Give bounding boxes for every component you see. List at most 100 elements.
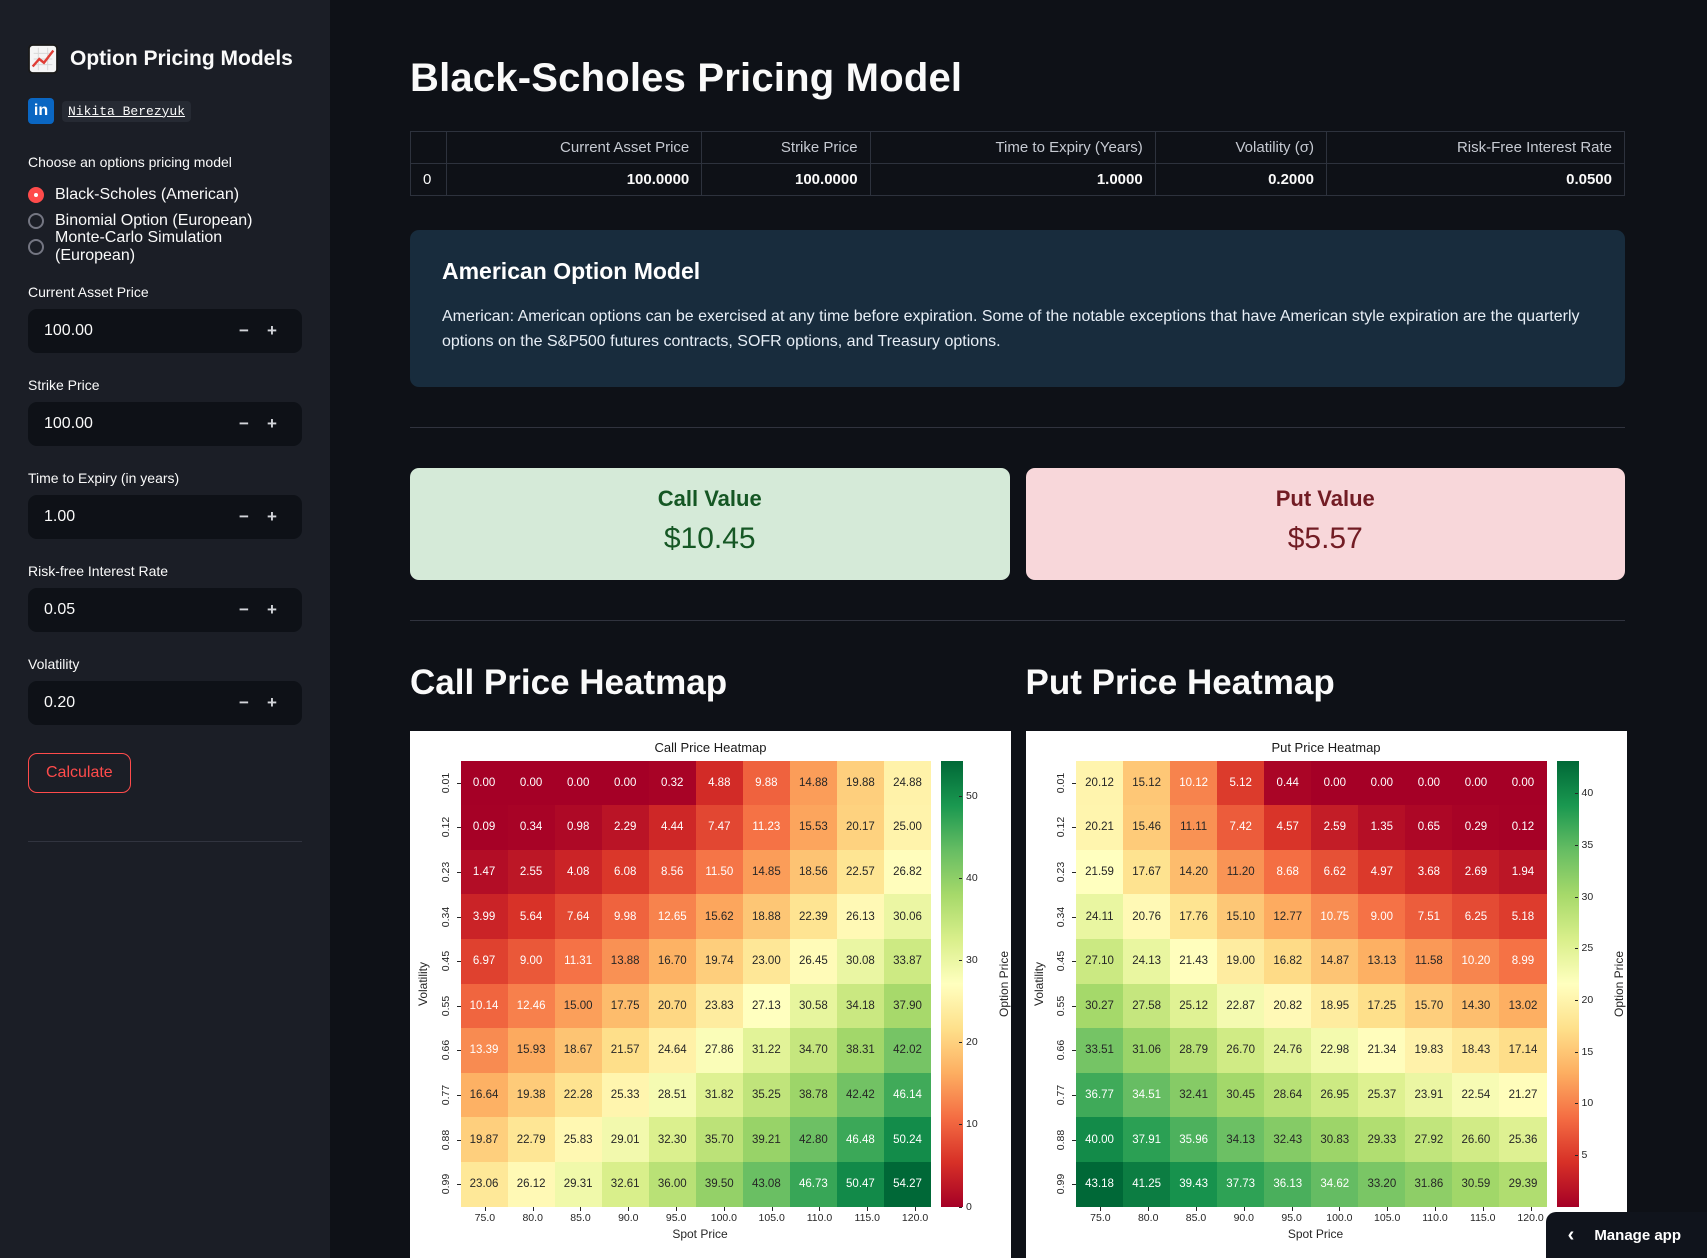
heatmap-cell: 11.50 [695,849,743,895]
number-input-value[interactable]: 1.00 [44,508,76,525]
linkedin-link[interactable]: Nikita Berezyuk [62,100,192,122]
number-input[interactable]: 0.20 − + [28,681,302,725]
heatmap-cell: 46.73 [789,1161,837,1207]
radio-option-label: Black-Scholes (American) [55,186,240,203]
plus-icon[interactable]: + [267,600,277,619]
plus-icon[interactable]: + [267,693,277,712]
heatmap-cell: 23.91 [1405,1072,1453,1118]
put-figure-title: Put Price Heatmap [1271,739,1381,755]
heatmap-cell: 36.77 [1076,1072,1124,1118]
heatmap-cell: 0.00 [507,760,555,806]
x-tick-label: 90.0 [604,1206,652,1224]
input-fields: Current Asset Price 100.00− + Strike Price 1… [28,284,302,725]
field-label: Time to Expiry (in years) [28,470,180,486]
heatmap-cell: 29.31 [554,1161,602,1207]
minus-icon[interactable]: − [239,600,249,619]
heatmap-cell: 14.85 [742,849,790,895]
table-cell: 0.2000 [1154,163,1327,196]
heatmap-cell: 15.62 [695,894,743,939]
heatmap-cell: 21.27 [1499,1072,1547,1118]
model-radio-option[interactable]: Binomial Option (European) [28,208,302,234]
x-tick-label: 95.0 [1268,1206,1316,1224]
heatmap-cell: 19.87 [460,1117,508,1162]
heatmap-cell: 25.83 [554,1117,602,1162]
model-radio-option[interactable]: Monte-Carlo Simulation (European) [28,229,302,264]
x-tick-label: 80.0 [509,1206,557,1224]
heatmap-cell: 31.82 [695,1072,743,1118]
colorbar: 0 10 20 30 40 50 Option Price [941,760,1011,1213]
number-input-value[interactable]: 0.05 [44,601,76,618]
number-input-value[interactable]: 100.00 [44,322,93,339]
heatmap-cell: 18.95 [1311,983,1359,1029]
heatmap-cell: 21.34 [1358,1028,1406,1073]
heatmap-cell: 6.97 [460,938,508,984]
y-tick-label: 0.01 [1047,761,1077,806]
radio-unselected-icon[interactable] [28,239,44,255]
model-radio-option[interactable]: Black-Scholes (American) [28,182,302,208]
heatmap-cell: 40.00 [1076,1117,1124,1162]
table-cell: 100.0000 [701,163,871,196]
heatmap-cell: 18.56 [789,849,837,895]
heatmap-cell: 17.25 [1358,983,1406,1029]
plus-icon[interactable]: + [267,507,277,526]
number-input[interactable]: 100.00 − + [28,402,302,446]
heatmap-cell: 19.00 [1217,938,1265,984]
minus-icon[interactable]: − [239,414,249,433]
heatmap-cell: 6.08 [601,849,649,895]
heatmap-cell: 26.95 [1311,1072,1359,1118]
heatmap-cell: 30.27 [1076,983,1124,1029]
number-input-value[interactable]: 0.20 [44,694,76,711]
minus-icon[interactable]: − [239,321,249,340]
plus-icon[interactable]: + [267,414,277,433]
minus-icon[interactable]: − [239,693,249,712]
y-tick-label: 0.66 [1047,1028,1077,1073]
heatmap-cell: 6.25 [1452,894,1500,939]
y-tick-label: 0.12 [431,805,461,850]
heatmap-cell: 5.64 [507,894,555,939]
heatmap-cell: 18.88 [742,894,790,939]
linkedin-row: in Nikita Berezyuk [28,98,302,124]
colorbar-gradient [941,760,963,1207]
number-input[interactable]: 1.00 − + [28,495,302,539]
heatmap-cell: 30.45 [1217,1072,1265,1118]
heatmap-cell: 12.65 [648,894,696,939]
heatmap-cell: 23.83 [695,983,743,1029]
number-input-value[interactable]: 100.00 [44,415,93,432]
radio-unselected-icon[interactable] [28,213,44,229]
call-value-amount: $10.45 [663,521,756,555]
heatmap-cell: 32.41 [1170,1072,1218,1118]
main-content: Black-Scholes Pricing Model Current Asse… [330,0,1707,1258]
manage-app-label: Manage app [1594,1226,1681,1244]
heatmap-cell: 1.94 [1499,849,1547,895]
manage-app-button[interactable]: ‹ Manage app [1545,1212,1707,1258]
call-heatmap-section: Call Price Heatmap Call Price Heatmap Vo… [410,661,1011,1258]
radio-option-label: Binomial Option (European) [55,212,253,229]
plus-icon[interactable]: + [267,321,277,340]
minus-icon[interactable]: − [239,507,249,526]
heatmap-cell: 42.80 [789,1117,837,1162]
number-input[interactable]: 100.00 − + [28,309,302,353]
number-input[interactable]: 0.05 − + [28,588,302,632]
heatmap-cell: 28.64 [1264,1072,1312,1118]
heatmap-cell: 8.56 [648,849,696,895]
heatmap-cell: 35.25 [742,1072,790,1118]
heatmap-cell: 15.93 [507,1028,555,1073]
colorbar-tick-label: 5 [1574,1149,1587,1161]
colorbar-tick-label: 30 [959,954,978,966]
heatmap-cell: 19.83 [1405,1028,1453,1073]
radio-selected-icon[interactable] [28,187,44,203]
calculate-button[interactable]: Calculate [28,753,131,793]
heatmap-cell: 11.58 [1405,938,1453,984]
heatmap-cell: 9.98 [601,894,649,939]
heatmap-cell: 25.36 [1499,1117,1547,1162]
colorbar-tick-label: 25 [1574,942,1593,954]
heatmap-cell: 13.88 [601,938,649,984]
sidebar: Option Pricing Models in Nikita Berezyuk… [0,0,330,1258]
heatmap-cell: 24.88 [883,760,931,806]
heatmap-columns: Call Price Heatmap Call Price Heatmap Vo… [410,661,1627,1258]
heatmap-cell: 37.91 [1123,1117,1171,1162]
sidebar-divider [28,841,302,842]
y-axis-label: Volatility [416,961,431,1006]
call-figure-title: Call Price Heatmap [654,739,767,755]
heatmap-cell: 17.67 [1123,849,1171,895]
